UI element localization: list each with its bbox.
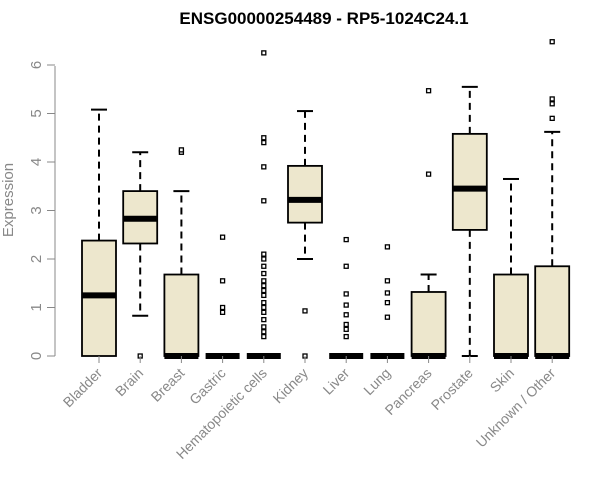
box-group (493, 177, 529, 359)
y-tick-label: 3 (28, 206, 45, 214)
outlier-point (343, 312, 349, 318)
outlier-point (261, 135, 267, 141)
y-tick-label: 5 (28, 109, 45, 117)
box-group (410, 88, 447, 359)
outlier-point (384, 314, 391, 320)
y-tick-label: 6 (28, 61, 45, 69)
outlier-point (384, 290, 391, 296)
box-group (534, 39, 571, 359)
outlier-point (343, 333, 349, 340)
outlier-point (549, 39, 555, 45)
y-axis-ticks: 0 1 2 3 4 5 6 (28, 61, 55, 360)
box-iqr (163, 273, 200, 357)
x-category-label: Prostate (428, 365, 476, 413)
outlier-point (384, 278, 391, 284)
y-tick-label: 2 (28, 255, 45, 263)
outlier-point (549, 115, 555, 121)
box-iqr (287, 164, 323, 224)
box-group (81, 108, 117, 357)
outlier-point (261, 256, 267, 262)
x-category-label: Liver (320, 365, 353, 398)
chart-title: ENSG00000254489 - RP5-1024C24.1 (179, 9, 468, 28)
outlier-point (219, 278, 226, 284)
box-group (329, 236, 364, 359)
box-group (451, 85, 488, 357)
outlier-point (425, 88, 432, 94)
outlier-point (261, 263, 267, 269)
x-category-label: Skin (487, 365, 518, 396)
outlier-point (261, 198, 267, 204)
box-series (81, 39, 571, 359)
outlier-point (261, 251, 267, 257)
box-group (370, 244, 405, 359)
outlier-point (343, 263, 349, 269)
box-group (122, 151, 159, 359)
outlier-point (261, 139, 267, 146)
y-tick-label: 1 (28, 303, 45, 311)
outlier-point (219, 234, 226, 240)
outlier-point (261, 309, 267, 316)
outlier-point (261, 283, 267, 289)
outlier-point (549, 101, 555, 107)
x-category-label: Breast (148, 365, 188, 405)
outlier-point (425, 171, 432, 177)
outlier-point (261, 329, 267, 335)
y-tick-label: 4 (28, 158, 45, 166)
outlier-point (549, 96, 555, 102)
outlier-point (219, 309, 226, 316)
outlier-point (261, 270, 267, 277)
x-category-label: Kidney (270, 365, 312, 407)
x-category-label: Lung (360, 365, 393, 398)
outlier-point (302, 308, 308, 314)
box-group (287, 110, 323, 359)
outlier-point (343, 236, 349, 243)
outlier-point (384, 299, 391, 306)
outlier-point (261, 287, 267, 294)
outlier-point (343, 291, 349, 297)
x-category-label: Bladder (60, 365, 106, 411)
box-group (205, 234, 240, 359)
outlier-point (219, 304, 226, 311)
outlier-point (343, 302, 349, 308)
outlier-point (261, 324, 267, 330)
box-iqr (451, 132, 488, 231)
outlier-point (261, 50, 267, 56)
box-group (246, 50, 281, 359)
outlier-point (343, 326, 349, 332)
outlier-point (343, 321, 349, 328)
outlier-point (261, 278, 267, 284)
outlier-point (261, 299, 267, 306)
box-iqr (410, 291, 447, 357)
outlier-point (261, 292, 267, 299)
outlier-point (261, 304, 267, 311)
outlier-point (384, 244, 391, 250)
box-iqr (493, 273, 529, 357)
x-category-label: Brain (112, 365, 146, 399)
box-group (163, 147, 200, 359)
outlier-point (261, 164, 267, 170)
box-iqr (534, 265, 571, 357)
outlier-point (178, 147, 185, 153)
outlier-point (261, 316, 267, 323)
y-axis-label: Expression (0, 163, 17, 237)
y-tick-label: 0 (28, 352, 45, 360)
outlier-point (261, 333, 267, 340)
